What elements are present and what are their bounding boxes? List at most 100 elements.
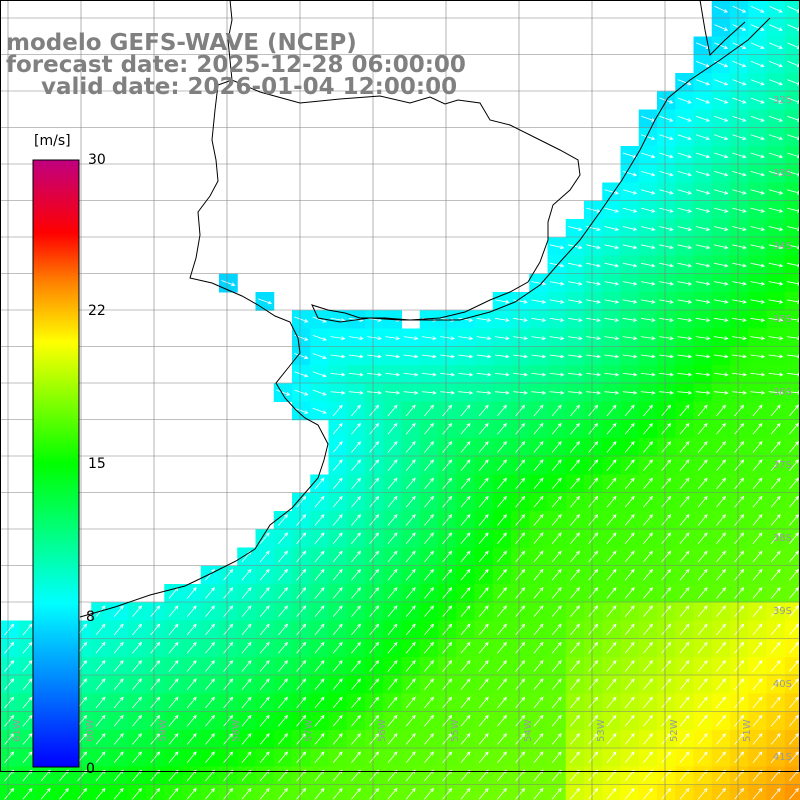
wind-cell xyxy=(91,784,110,800)
wind-arrow xyxy=(113,660,124,672)
wind-arrow xyxy=(405,678,416,690)
wind-arrow xyxy=(332,477,343,490)
wind-arrow xyxy=(622,189,638,195)
wind-arrow xyxy=(460,495,471,508)
wind-cell xyxy=(383,784,402,800)
wind-arrow xyxy=(640,262,656,268)
wind-arrow xyxy=(661,587,672,599)
wind-cell xyxy=(784,401,800,421)
wind-arrow xyxy=(458,372,474,377)
wind-arrow xyxy=(168,678,179,690)
wind-arrow xyxy=(478,587,489,599)
wind-arrow xyxy=(40,787,51,800)
wind-arrow xyxy=(387,678,398,690)
wind-arrow xyxy=(697,660,708,672)
wind-cell xyxy=(693,784,713,800)
wind-arrow xyxy=(332,678,343,690)
wind-arrow xyxy=(752,532,763,544)
wind-arrow xyxy=(752,477,763,490)
wind-arrow xyxy=(624,605,635,617)
wind-arrow xyxy=(789,733,799,745)
wind-arrow xyxy=(332,696,343,709)
wind-arrow xyxy=(661,678,672,690)
wind-arrow xyxy=(424,514,434,526)
wind-arrow xyxy=(132,623,142,636)
wind-arrow xyxy=(168,660,179,672)
wind-arrow xyxy=(661,660,672,672)
wind-arrow xyxy=(695,281,711,286)
wind-arrow xyxy=(713,390,729,395)
lon-label-55w: 55W xyxy=(450,719,461,742)
wind-arrow xyxy=(732,390,748,395)
wind-arrow xyxy=(588,623,599,636)
wind-arrow xyxy=(697,587,708,599)
wind-arrow xyxy=(259,787,270,800)
wind-arrow xyxy=(296,568,307,581)
wind-arrow xyxy=(567,336,583,341)
wind-arrow xyxy=(789,404,799,417)
wind-arrow xyxy=(624,532,635,544)
wind-arrow xyxy=(786,299,800,304)
wind-arrow xyxy=(750,262,766,268)
wind-arrow xyxy=(113,714,124,727)
wind-arrow xyxy=(478,514,489,526)
wind-arrow xyxy=(659,244,674,250)
wind-arrow xyxy=(332,532,343,544)
wind-arrow xyxy=(732,354,747,359)
wind-arrow xyxy=(515,660,526,672)
wind-arrow xyxy=(405,568,416,581)
wind-arrow xyxy=(677,189,692,195)
wind-arrow xyxy=(533,441,544,453)
wind-arrow xyxy=(296,495,307,508)
wind-arrow xyxy=(768,152,784,159)
wind-arrow xyxy=(442,696,453,709)
wind-cell xyxy=(328,784,348,800)
wind-arrow xyxy=(551,495,562,508)
wind-arrow xyxy=(677,115,692,122)
wind-arrow xyxy=(606,587,617,599)
coastline-north xyxy=(699,0,746,57)
wind-arrow xyxy=(497,733,507,745)
wind-arrow xyxy=(659,281,674,286)
wind-arrow xyxy=(567,390,583,395)
wind-arrow xyxy=(770,550,781,563)
wind-arrow xyxy=(679,514,690,526)
wind-arrow xyxy=(150,733,161,745)
wind-arrow xyxy=(497,568,507,581)
wind-arrow xyxy=(640,281,656,286)
wind-arrow xyxy=(677,281,693,286)
wind-arrow xyxy=(624,477,635,490)
wind-arrow xyxy=(369,678,380,690)
wind-arrow xyxy=(624,696,635,709)
wind-arrow xyxy=(132,696,142,709)
wind-arrow xyxy=(768,354,784,359)
wind-arrow xyxy=(442,459,453,471)
wind-arrow xyxy=(750,60,765,68)
wind-arrow xyxy=(551,587,562,599)
wind-arrow xyxy=(168,714,179,727)
wind-arrow xyxy=(59,787,69,800)
wind-arrow xyxy=(4,787,15,800)
wind-arrow xyxy=(186,733,197,745)
wind-arrow xyxy=(770,514,781,526)
wind-arrow xyxy=(604,226,620,231)
wind-arrow xyxy=(369,550,380,563)
wind-arrow xyxy=(515,532,526,544)
wind-arrow xyxy=(312,371,327,378)
wind-arrow xyxy=(95,696,106,709)
wind-cell xyxy=(784,182,800,202)
wind-cell xyxy=(784,419,800,439)
wind-cell xyxy=(784,310,800,329)
wind-arrow xyxy=(588,787,599,800)
wind-arrow xyxy=(768,60,783,68)
wind-arrow xyxy=(369,641,380,654)
wind-cell xyxy=(784,109,800,129)
wind-arrow xyxy=(661,514,672,526)
wind-arrow xyxy=(351,696,361,709)
wind-arrow xyxy=(588,441,599,453)
wind-arrow xyxy=(186,714,197,727)
wind-arrow xyxy=(113,678,124,690)
wind-arrow xyxy=(787,60,800,68)
wind-arrow xyxy=(533,459,544,471)
wind-arrow xyxy=(478,550,489,563)
